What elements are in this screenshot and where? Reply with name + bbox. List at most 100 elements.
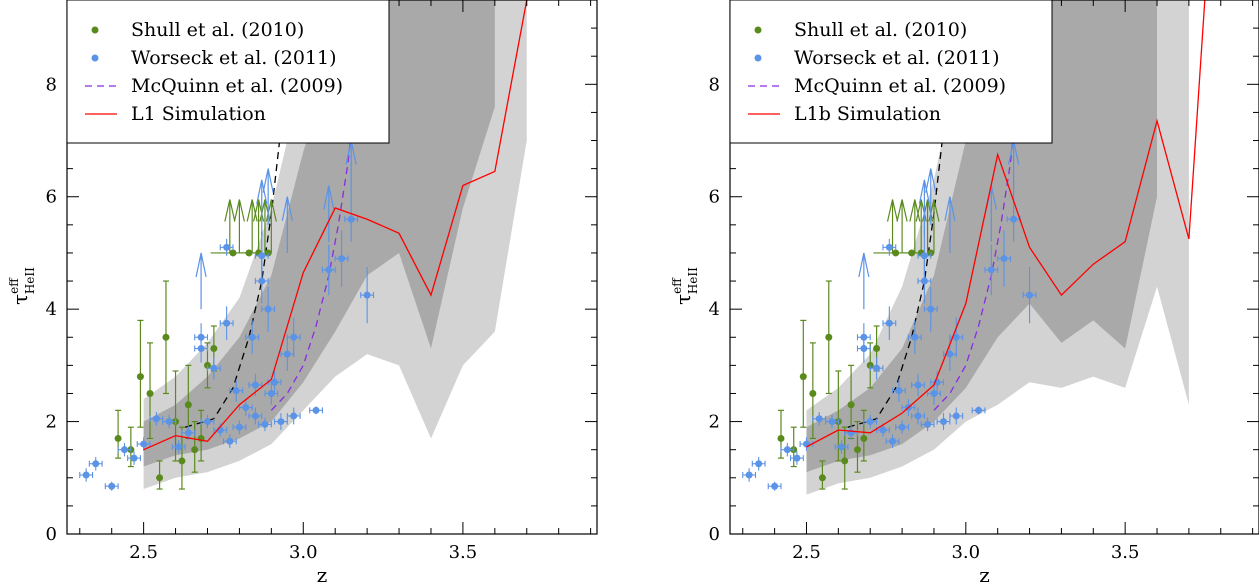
- y-tick-label: 4: [709, 299, 720, 320]
- shull-point: [860, 434, 868, 442]
- worseck-limit-arrowhead: [195, 252, 207, 278]
- legend-box: [66, 0, 390, 144]
- worseck-point: [815, 415, 823, 423]
- y-tick-label: 0: [709, 524, 720, 545]
- x-tick-label: 3.5: [1111, 542, 1140, 563]
- shull-point: [809, 389, 817, 397]
- shull-limit-arrowhead: [224, 199, 236, 222]
- worseck-point: [975, 406, 983, 414]
- shull-limit-arrowhead: [233, 199, 245, 222]
- legend-label: McQuinn et al. (2009): [794, 75, 1006, 97]
- shull-limit-arrowhead: [886, 199, 899, 222]
- worseck-point: [793, 454, 801, 462]
- worseck-point: [120, 446, 128, 454]
- legend-marker: [91, 26, 99, 34]
- worseck-series: [79, 140, 375, 491]
- shull-point: [853, 446, 861, 454]
- legend-label: McQuinn et al. (2009): [131, 75, 343, 97]
- band-inner: [143, 0, 495, 467]
- worseck-point: [251, 381, 259, 389]
- worseck-point: [223, 243, 231, 251]
- legend-marker: [754, 26, 762, 34]
- shull-point: [191, 446, 199, 454]
- legend-label: Worseck et al. (2011): [794, 47, 1000, 69]
- worseck-point: [251, 412, 259, 420]
- worseck-limit-arrowhead: [262, 168, 274, 193]
- worseck-point: [248, 333, 256, 341]
- worseck-point: [927, 305, 935, 313]
- worseck-point: [338, 255, 346, 263]
- worseck-point: [920, 252, 928, 260]
- worseck-limit-arrowhead: [281, 196, 293, 221]
- x-tick-label: 3.5: [449, 542, 478, 563]
- shull-limit-arrowhead: [896, 199, 908, 222]
- legend: Shull et al. (2010) Worseck et al. (2011)…: [66, 0, 390, 144]
- worseck-limit-arrowhead: [918, 179, 930, 204]
- worseck-limit-arrowhead: [323, 185, 335, 210]
- worseck-point: [82, 471, 90, 479]
- y-axis-title: τeff HeII: [670, 267, 700, 305]
- shull-point: [162, 333, 170, 341]
- worseck-point: [783, 446, 791, 454]
- y-tick-label: 2: [46, 412, 57, 433]
- worseck-point: [755, 460, 763, 468]
- shull-point: [892, 249, 900, 257]
- worseck-point: [952, 412, 960, 420]
- worseck-point: [771, 482, 779, 490]
- worseck-point: [165, 418, 173, 426]
- worseck-point: [203, 418, 211, 426]
- worseck-point: [290, 412, 298, 420]
- shull-point: [777, 434, 785, 442]
- worseck-point: [914, 412, 922, 420]
- worseck-point: [108, 482, 116, 490]
- worseck-limit-arrowhead: [858, 252, 870, 278]
- shull-point: [156, 474, 164, 482]
- worseck-point: [271, 378, 279, 386]
- worseck-point: [363, 291, 371, 299]
- worseck-series: [742, 140, 1037, 491]
- band-inner: [806, 0, 1158, 473]
- x-axis-title: z: [317, 563, 328, 586]
- legend-label: L1b Simulation: [794, 103, 941, 125]
- worseck-point: [325, 266, 333, 274]
- worseck-point: [277, 418, 285, 426]
- worseck-point: [267, 389, 275, 397]
- legend-marker: [754, 54, 762, 62]
- worseck-point: [92, 460, 100, 468]
- worseck-point: [914, 381, 922, 389]
- worseck-point: [264, 305, 272, 313]
- shull-point: [873, 345, 881, 353]
- worseck-point: [1010, 215, 1018, 223]
- worseck-point: [223, 319, 231, 327]
- plot-area: [742, 0, 1206, 495]
- worseck-point: [258, 252, 266, 260]
- axes-frame: [66, 0, 598, 535]
- x-tick-label: 2.5: [792, 542, 821, 563]
- y-tick-label: 0: [46, 524, 57, 545]
- worseck-point: [261, 420, 269, 428]
- legend-label: Shull et al. (2010): [131, 19, 304, 41]
- worseck-limit-arrowhead: [944, 196, 956, 221]
- shull-point: [847, 401, 855, 409]
- worseck-point: [889, 437, 897, 445]
- worseck-point: [946, 350, 954, 358]
- shull-point: [136, 373, 144, 381]
- worseck-point: [1026, 291, 1034, 299]
- shull-point: [818, 474, 826, 482]
- panel-right: 2.5 3.0 3.5 0 2 4 6 8 z τeff HeII Shull et al. (201…: [670, 0, 1259, 586]
- legend-marker: [91, 54, 99, 62]
- shull-point: [908, 249, 916, 257]
- worseck-point: [242, 404, 250, 412]
- worseck-point: [911, 333, 919, 341]
- worseck-point: [1000, 255, 1008, 263]
- x-tick-label: 3.0: [289, 542, 318, 563]
- shull-point: [114, 434, 122, 442]
- worseck-point: [860, 333, 868, 341]
- worseck-point: [898, 423, 906, 431]
- x-axis-title: z: [979, 563, 990, 586]
- legend-label: Shull et al. (2010): [794, 19, 967, 41]
- worseck-point: [873, 364, 881, 372]
- worseck-point: [895, 387, 903, 395]
- worseck-point: [283, 350, 291, 358]
